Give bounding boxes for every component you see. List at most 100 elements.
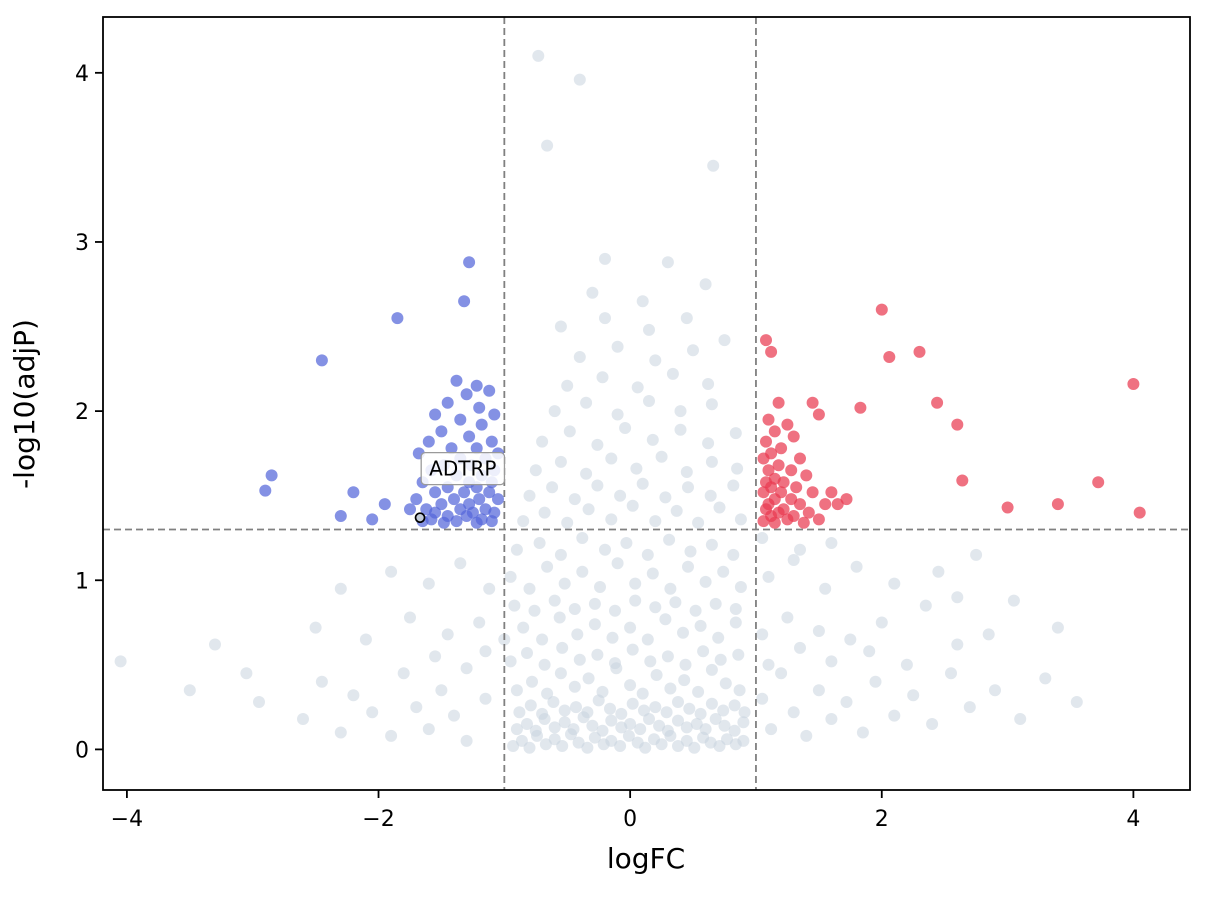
scatter-point-ns [688,741,701,754]
scatter-point-significant-down [458,486,471,499]
scatter-point-ns [702,378,715,390]
scatter-point-significant-up [806,396,819,409]
scatter-point-ns [567,723,580,736]
scatter-point-ns [580,396,593,409]
scatter-point-ns [756,692,769,705]
scatter-point-significant-down [470,516,483,529]
scatter-point-ns [347,689,360,702]
scatter-point-significant-up [760,435,772,448]
scatter-point-ns [812,625,825,637]
scatter-point-significant-down [437,516,450,529]
scatter-point-ns [548,405,561,418]
scatter-point-ns [714,653,727,666]
scatter-point-ns [315,675,328,688]
scatter-point-ns [554,320,567,333]
scatter-point-ns [655,738,668,751]
scatter-point-significant-up [768,425,781,438]
scatter-point-ns [705,697,718,710]
scatter-point-ns [705,538,718,551]
scatter-point-ns [588,618,601,631]
scatter-point-ns [114,655,127,668]
scatter-point-ns [533,537,546,549]
scatter-point-significant-up [854,401,867,414]
scatter-point-ns [541,139,554,152]
scatter-point-ns [639,741,652,754]
scatter-point-ns [646,567,659,580]
scatter-point-ns [510,684,523,697]
scatter-point-ns [869,675,882,688]
scatter-point-ns [483,582,496,595]
scatter-point-ns [680,721,693,734]
scatter-point-significant-down [441,396,454,409]
scatter-point-ns [568,603,581,615]
scatter-point-ns [825,713,838,725]
scatter-point-ns [649,601,662,614]
scatter-point-significant-up [772,459,785,472]
scatter-point-significant-up [802,506,815,519]
scatter-point-significant-up [831,498,844,511]
scatter-point-ns [582,503,595,516]
scatter-point-ns [733,684,746,697]
scatter-point-ns [576,565,589,578]
scatter-point-ns [951,638,964,651]
scatter-point-ns [541,560,554,573]
scatter-point-ns [775,667,788,680]
scatter-point-ns [622,729,635,742]
scatter-point-ns [677,626,689,639]
scatter-point-ns [636,687,649,700]
scatter-point-ns [619,422,632,434]
scatter-point-ns [541,687,554,700]
scatter-point-ns [524,699,537,712]
scatter-point-significant-down [448,493,460,506]
scatter-point-ns [611,408,624,421]
scatter-point-ns [989,684,1001,697]
scatter-point-ns [547,696,560,708]
scatter-point-ns [863,645,876,658]
scatter-point-ns [697,645,710,658]
scatter-point-significant-down [391,312,404,325]
scatter-point-ns [596,685,609,698]
scatter-point-significant-down [429,486,442,499]
scatter-point-ns [634,723,647,736]
scatter-point-significant-up [777,476,790,489]
scatter-point-ns [573,73,586,86]
scatter-point-ns [951,591,964,604]
scatter-point-ns [460,734,473,747]
scatter-point-ns [674,405,687,418]
scatter-point-ns [556,641,569,654]
scatter-point-ns [599,252,611,265]
scatter-point-ns [508,599,521,612]
scatter-point-ns [599,543,611,556]
scatter-point-significant-up [956,474,969,487]
scatter-point-ns [712,631,725,644]
scatter-point-significant-up [787,430,800,443]
x-tick-label: −2 [362,807,394,832]
scatter-point-ns [624,718,637,730]
scatter-point-ns [636,295,649,308]
scatter-point-significant-up [883,351,896,363]
scatter-point-significant-up [785,493,798,506]
scatter-point-ns [699,575,712,588]
scatter-point-ns [615,707,628,720]
scatter-point-ns [819,582,832,595]
scatter-point-significant-down [410,493,423,506]
scatter-point-ns [1039,672,1052,685]
scatter-point-ns [729,616,742,629]
scatter-point-ns [731,462,744,475]
scatter-point-ns [737,734,750,747]
scatter-point-ns [945,667,957,680]
scatter-point-ns [787,554,800,566]
scatter-point-ns [666,367,679,380]
scatter-point-ns [734,581,747,593]
scatter-point-significant-down [463,256,476,269]
scatter-point-ns [692,685,705,698]
scatter-point-significant-up [757,486,770,499]
scatter-point-ns [729,427,742,440]
scatter-point-significant-down [259,484,272,497]
scatter-point-ns [366,706,379,719]
y-tick-label: 3 [75,231,89,256]
scatter-point-ns [636,477,649,490]
scatter-point-significant-up [812,408,825,421]
scatter-point-ns [558,704,571,717]
scatter-point-significant-up [812,513,825,526]
